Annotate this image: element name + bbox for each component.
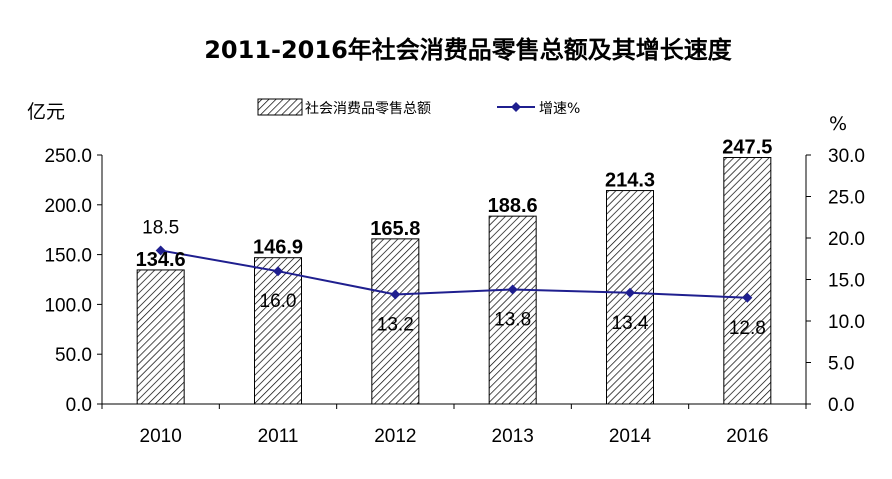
y2-tick-label: 0.0 (828, 395, 854, 416)
x-tick-label: 2016 (726, 426, 768, 447)
growth-value-label: 13.2 (377, 314, 414, 335)
x-tick-label: 2012 (374, 426, 416, 447)
growth-value-label: 16.0 (260, 291, 297, 312)
y2-tick-label: 10.0 (828, 312, 865, 333)
legend-line-label: 增速% (539, 101, 580, 117)
growth-point-2014 (625, 287, 635, 298)
y-tick-label: 150.0 (44, 246, 92, 267)
bar-2012 (371, 238, 420, 405)
y-tick-label: 200.0 (44, 196, 92, 217)
growth-value-label: 13.8 (494, 309, 531, 330)
bar-value-label: 214.3 (605, 170, 655, 192)
growth-point-2013 (507, 284, 518, 295)
y2-tick-label: 15.0 (828, 271, 865, 292)
bar-value-label: 247.5 (722, 136, 772, 158)
y-tick-label: 250.0 (44, 146, 92, 167)
y2-axis-unit: % (829, 113, 847, 135)
y-tick-label: 100.0 (44, 295, 92, 316)
y-tick-label: 50.0 (55, 345, 92, 366)
legend-line-marker (511, 102, 521, 112)
y-axis-unit: 亿元 (27, 101, 65, 123)
y2-tick-label: 25.0 (828, 188, 865, 209)
legend: 社会消费品零售总额 增速% (257, 98, 580, 117)
growth-line (155, 245, 753, 303)
bar-value-label: 146.9 (253, 237, 303, 259)
growth-line-path (160, 249, 748, 299)
bar-2013 (488, 215, 537, 405)
legend-bar-swatch (257, 98, 303, 116)
bar-2014 (606, 190, 654, 405)
bar-value-label: 134.6 (136, 249, 186, 271)
growth-point-2016 (742, 292, 753, 303)
data-labels: 134.6 146.9 165.8 188.6 214.3 247.5 18.5 16.0 13… (136, 136, 773, 338)
x-tick-label: 2010 (140, 426, 182, 447)
y-tick-label: 0.0 (66, 395, 92, 416)
x-tick-label: 2013 (492, 426, 534, 447)
legend-bar-label: 社会消费品零售总额 (305, 101, 431, 117)
growth-point-2010 (155, 245, 166, 256)
y2-tick-label: 5.0 (828, 354, 854, 375)
x-tick-label: 2014 (609, 426, 652, 447)
y2-tick-label: 30.0 (828, 146, 865, 167)
bars (136, 156, 772, 405)
bar-value-label: 165.8 (370, 218, 420, 240)
growth-point-2012 (390, 289, 401, 300)
y2-tick-label: 20.0 (828, 229, 865, 250)
bar-value-label: 188.6 (488, 195, 538, 217)
bar-2016 (723, 156, 772, 405)
growth-value-label: 18.5 (142, 217, 179, 238)
x-tick-label: 2011 (258, 426, 299, 447)
bar-2010 (136, 269, 185, 405)
bar-2011 (254, 257, 302, 405)
growth-point-2011 (273, 266, 283, 277)
chart-title: 2011-2016年社会消费品零售总额及其增长速度 (204, 36, 733, 64)
growth-value-label: 12.8 (729, 318, 766, 339)
growth-value-label: 13.4 (612, 313, 649, 334)
axes: 0.0 50.0 100.0 150.0 200.0 250.0 0.0 5.0 10.0 15.… (44, 146, 865, 447)
